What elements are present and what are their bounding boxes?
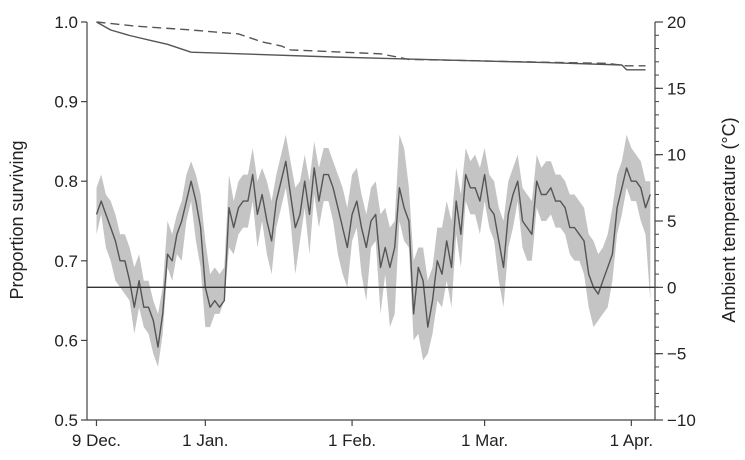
- left-axis-title: Proportion surviving: [7, 140, 27, 299]
- x-axis-tick-label: 1 Feb.: [328, 431, 376, 450]
- series-line-layer: [87, 21, 655, 348]
- right-axis-tick-label: −10: [667, 411, 696, 430]
- x-axis-tick-label: 1 Apr.: [610, 431, 653, 450]
- right-axis-tick-label: 15: [667, 79, 686, 98]
- left-axis-tick-label: 0.5: [54, 411, 78, 430]
- right-axis-title: Ambient temperature (°C): [719, 117, 739, 322]
- right-axis-tick-label: 0: [667, 278, 676, 297]
- temperature-line: [95, 160, 651, 348]
- x-axis-tick-label: 9 Dec.: [72, 431, 121, 450]
- right-axis-tick-label: −5: [667, 345, 686, 364]
- x-axis-tick-label: 1 Mar.: [461, 431, 508, 450]
- axes-layer: [81, 21, 663, 426]
- survival-line-solid: [96, 21, 646, 71]
- right-axis-tick-label: 20: [667, 13, 686, 32]
- left-axis-tick-label: 0.8: [54, 172, 78, 191]
- tick-label-layer: 0.5 0.6 0.7 0.8 0.9 1.0 −10 −5 0 5 10 15 20 9 Dec. 1 J…: [54, 13, 695, 450]
- right-axis-tick-label: 10: [667, 146, 686, 165]
- temperature-range-band: [96, 134, 651, 367]
- left-axis-tick-label: 1.0: [54, 13, 78, 32]
- left-axis-tick-label: 0.7: [54, 252, 78, 271]
- temperature-band-layer: [96, 134, 651, 367]
- x-axis-tick-label: 1 Jan.: [182, 431, 228, 450]
- right-axis-tick-label: 5: [667, 212, 676, 231]
- left-axis-tick-label: 0.9: [54, 93, 78, 112]
- left-axis-tick-label: 0.6: [54, 331, 78, 350]
- survival-line-dashed: [96, 21, 646, 67]
